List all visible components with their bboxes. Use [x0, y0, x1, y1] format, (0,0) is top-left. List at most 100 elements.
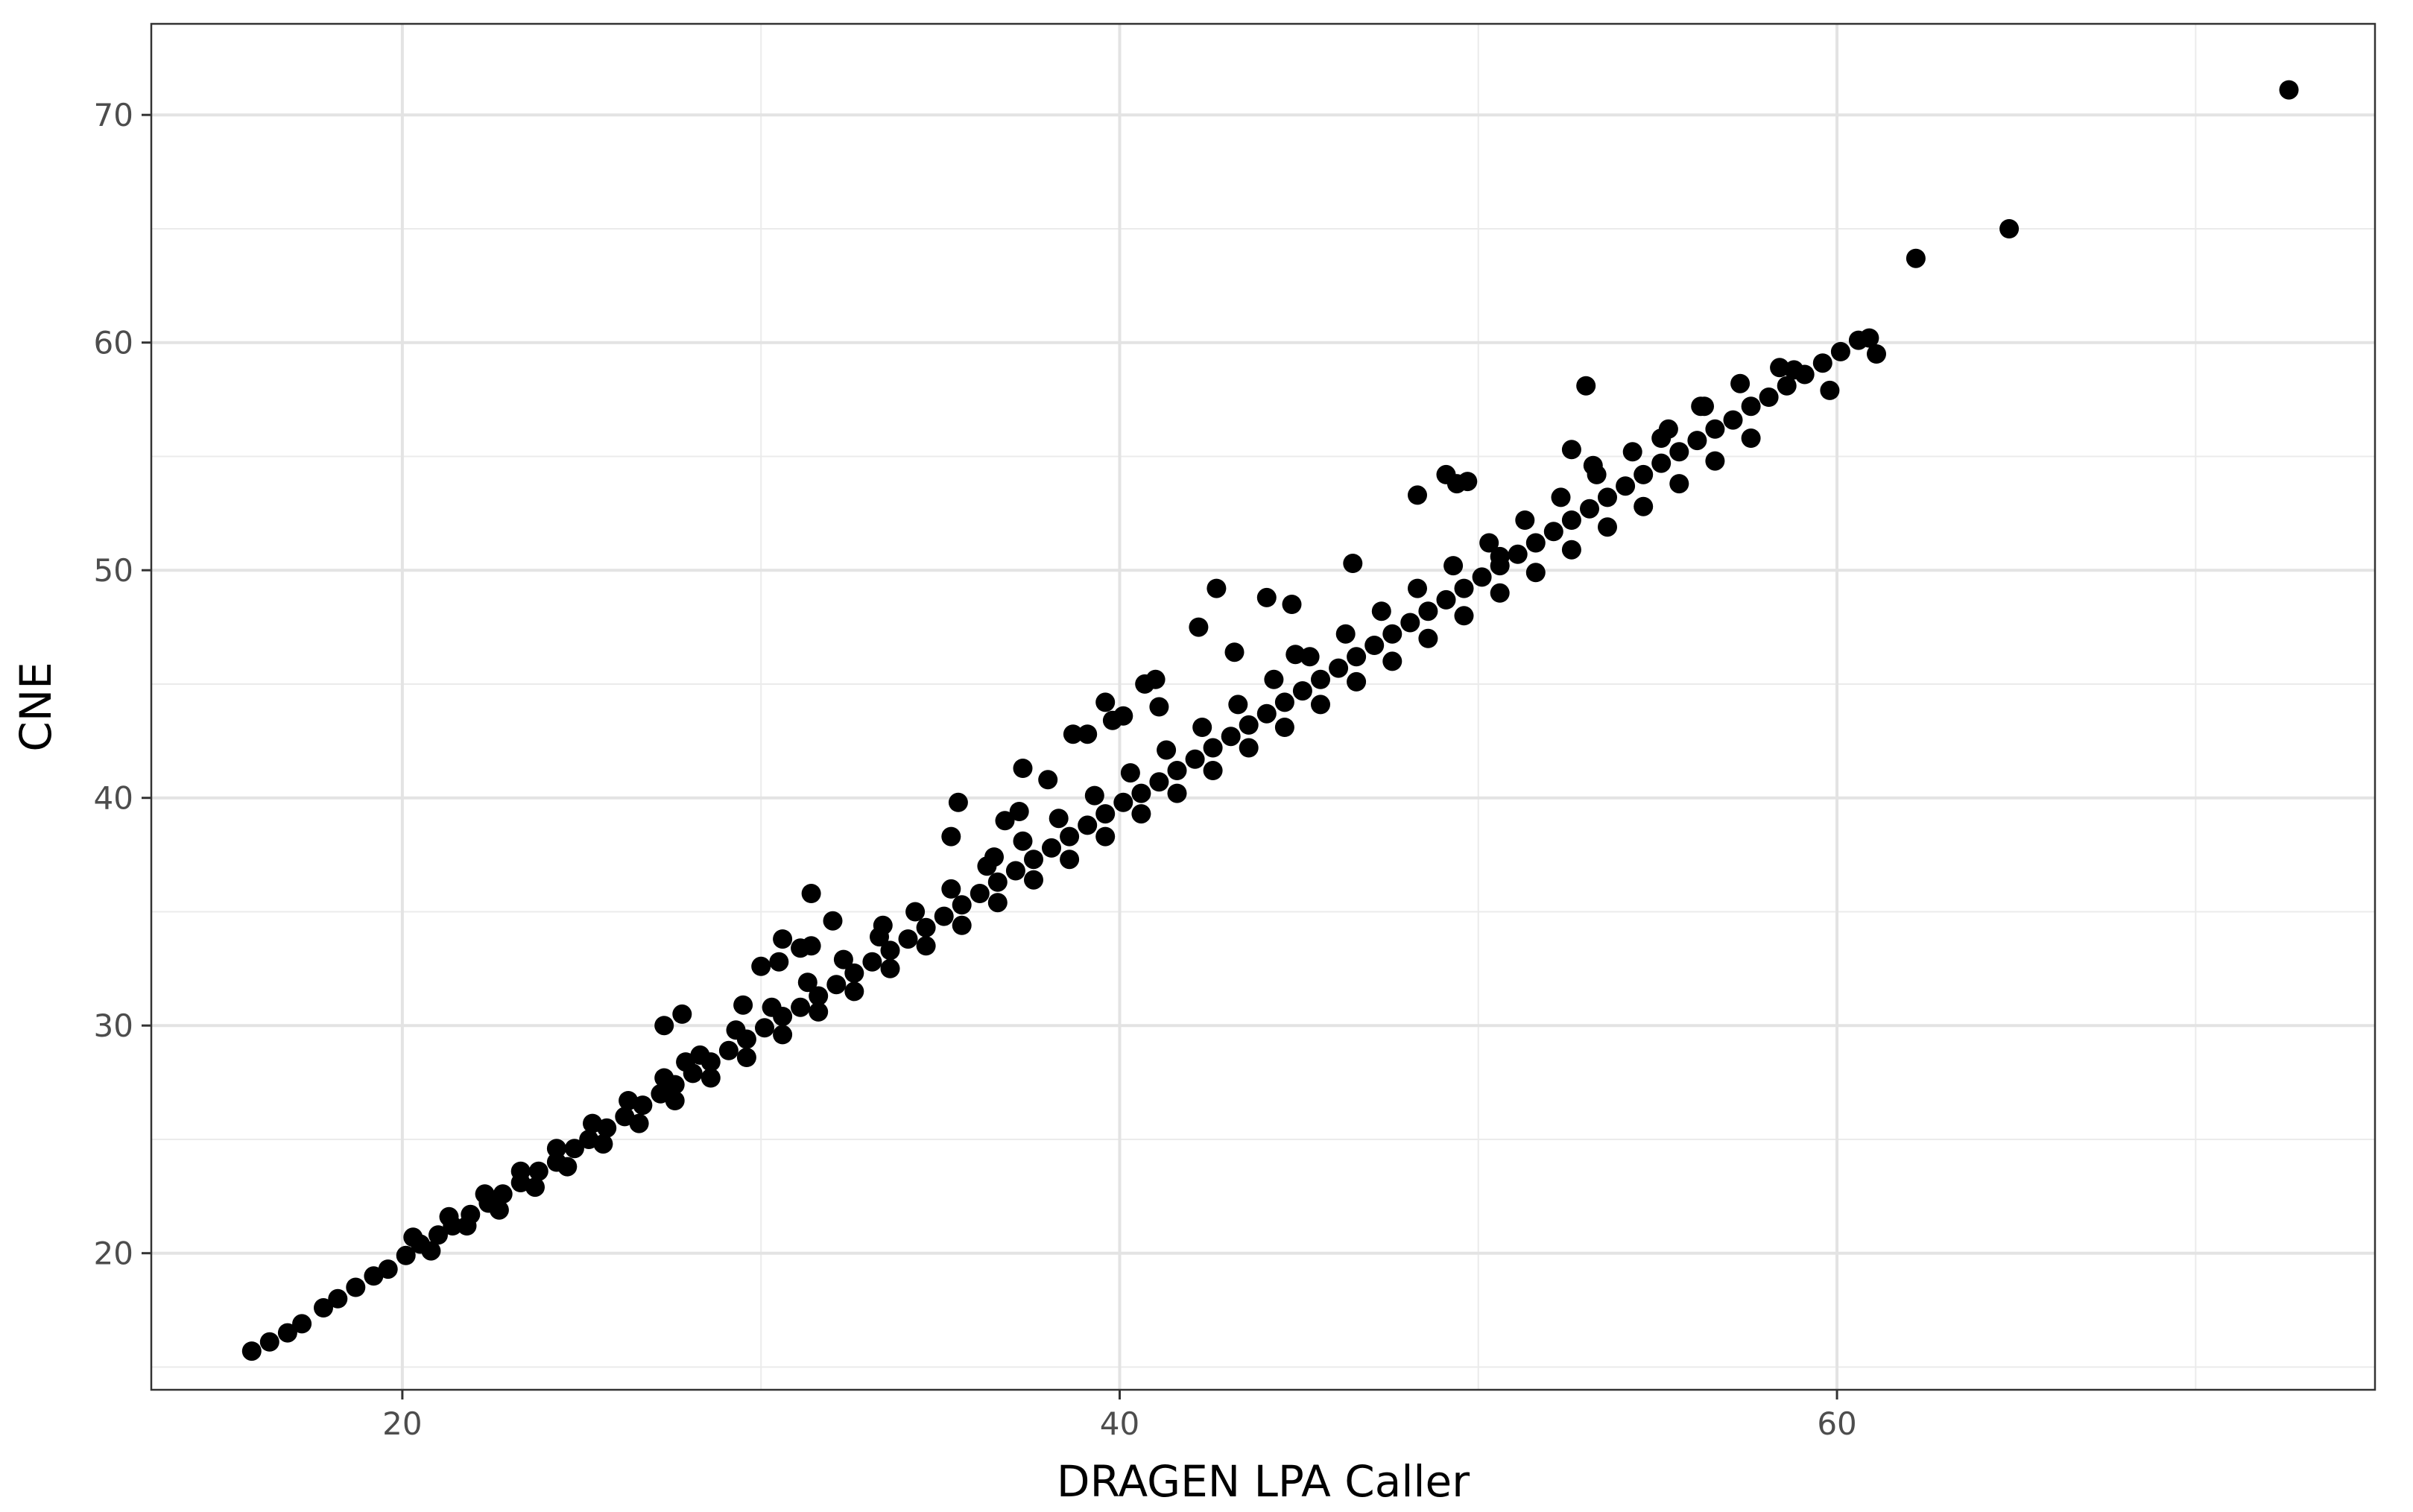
- data-point: [1741, 396, 1761, 417]
- data-point: [1687, 431, 1707, 451]
- data-point: [546, 1139, 566, 1159]
- x-axis-title: DRAGEN LPA Caller: [1057, 1456, 1470, 1507]
- x-tick-label: 40: [1100, 1405, 1139, 1442]
- y-tick-label: 40: [94, 780, 133, 817]
- data-point: [1131, 783, 1151, 803]
- data-point: [421, 1241, 441, 1261]
- x-tick-label: 20: [382, 1405, 422, 1442]
- data-point: [862, 952, 882, 972]
- data-point: [801, 884, 821, 903]
- data-point: [809, 986, 829, 1006]
- data-point: [1598, 487, 1617, 507]
- data-point: [593, 1134, 613, 1154]
- data-point: [833, 949, 853, 969]
- data-point: [328, 1288, 348, 1309]
- data-point: [1095, 692, 1116, 712]
- data-point: [1256, 587, 1277, 607]
- data-point: [1274, 692, 1294, 712]
- data-point: [826, 975, 847, 995]
- data-point: [1063, 724, 1083, 744]
- data-point: [880, 958, 900, 978]
- data-point: [916, 936, 936, 956]
- data-point: [1691, 396, 1711, 417]
- data-point: [1228, 695, 1248, 715]
- data-point: [873, 915, 893, 935]
- data-point: [1634, 496, 1654, 516]
- data-point: [292, 1314, 312, 1334]
- data-point: [615, 1107, 635, 1127]
- data-point: [564, 1139, 584, 1159]
- data-point: [457, 1216, 477, 1236]
- data-point: [1078, 724, 1098, 744]
- data-point: [672, 1004, 692, 1024]
- data-point: [665, 1091, 685, 1110]
- data-point: [1113, 706, 1133, 726]
- data-point: [1730, 373, 1751, 393]
- data-point: [773, 929, 793, 949]
- data-point: [1777, 376, 1797, 396]
- data-point: [718, 1040, 739, 1060]
- data-point: [934, 906, 954, 926]
- data-point: [1371, 601, 1391, 621]
- data-point: [844, 981, 864, 1002]
- data-point: [1149, 772, 1169, 792]
- data-point: [844, 963, 864, 983]
- data-point: [1005, 861, 1025, 881]
- data-point: [510, 1161, 531, 1181]
- data-point: [1009, 802, 1029, 821]
- data-point: [1084, 785, 1104, 806]
- data-point: [676, 1052, 696, 1072]
- y-tick-label: 50: [94, 552, 133, 589]
- data-point: [1669, 474, 1689, 494]
- data-point: [701, 1068, 721, 1088]
- data-point: [1741, 428, 1761, 448]
- data-point: [1282, 595, 1302, 614]
- plot-panel-border: [150, 22, 2376, 1391]
- data-point: [791, 997, 811, 1017]
- data-point: [1616, 476, 1636, 496]
- data-point: [1382, 651, 1402, 671]
- data-point: [1598, 517, 1617, 537]
- data-point: [952, 895, 972, 915]
- data-point: [1634, 464, 1654, 484]
- y-tick-label: 30: [94, 1008, 133, 1044]
- data-point: [654, 1016, 674, 1036]
- data-point: [1561, 540, 1581, 560]
- data-point: [1149, 697, 1169, 717]
- data-point: [1274, 718, 1294, 737]
- data-point: [769, 952, 789, 972]
- data-point: [1759, 388, 1779, 407]
- data-point: [475, 1184, 495, 1204]
- data-point: [1551, 487, 1571, 507]
- data-point: [1343, 554, 1363, 573]
- data-point: [629, 1113, 649, 1133]
- data-point: [941, 879, 961, 899]
- data-point: [583, 1113, 602, 1133]
- data-point: [1867, 344, 1886, 364]
- data-point: [1525, 563, 1546, 583]
- data-point: [378, 1259, 398, 1279]
- data-point: [403, 1227, 423, 1247]
- data-point: [726, 1020, 746, 1040]
- data-point: [1651, 453, 1672, 473]
- data-point: [1120, 763, 1140, 783]
- data-point: [987, 872, 1008, 892]
- data-point: [801, 936, 821, 956]
- data-point: [797, 972, 817, 993]
- data-point: [1311, 669, 1330, 689]
- data-point: [1292, 681, 1312, 701]
- data-point: [1347, 647, 1367, 667]
- data-point: [1113, 792, 1133, 812]
- data-point: [1024, 850, 1043, 870]
- data-point: [1561, 440, 1581, 460]
- data-point: [1400, 613, 1420, 633]
- x-tick-label: 60: [1817, 1405, 1856, 1442]
- data-point: [557, 1157, 578, 1177]
- data-point: [2279, 80, 2299, 100]
- data-point: [1203, 761, 1223, 780]
- data-point: [314, 1298, 333, 1318]
- data-point: [1490, 583, 1510, 603]
- data-point: [987, 893, 1008, 913]
- data-point: [733, 995, 753, 1015]
